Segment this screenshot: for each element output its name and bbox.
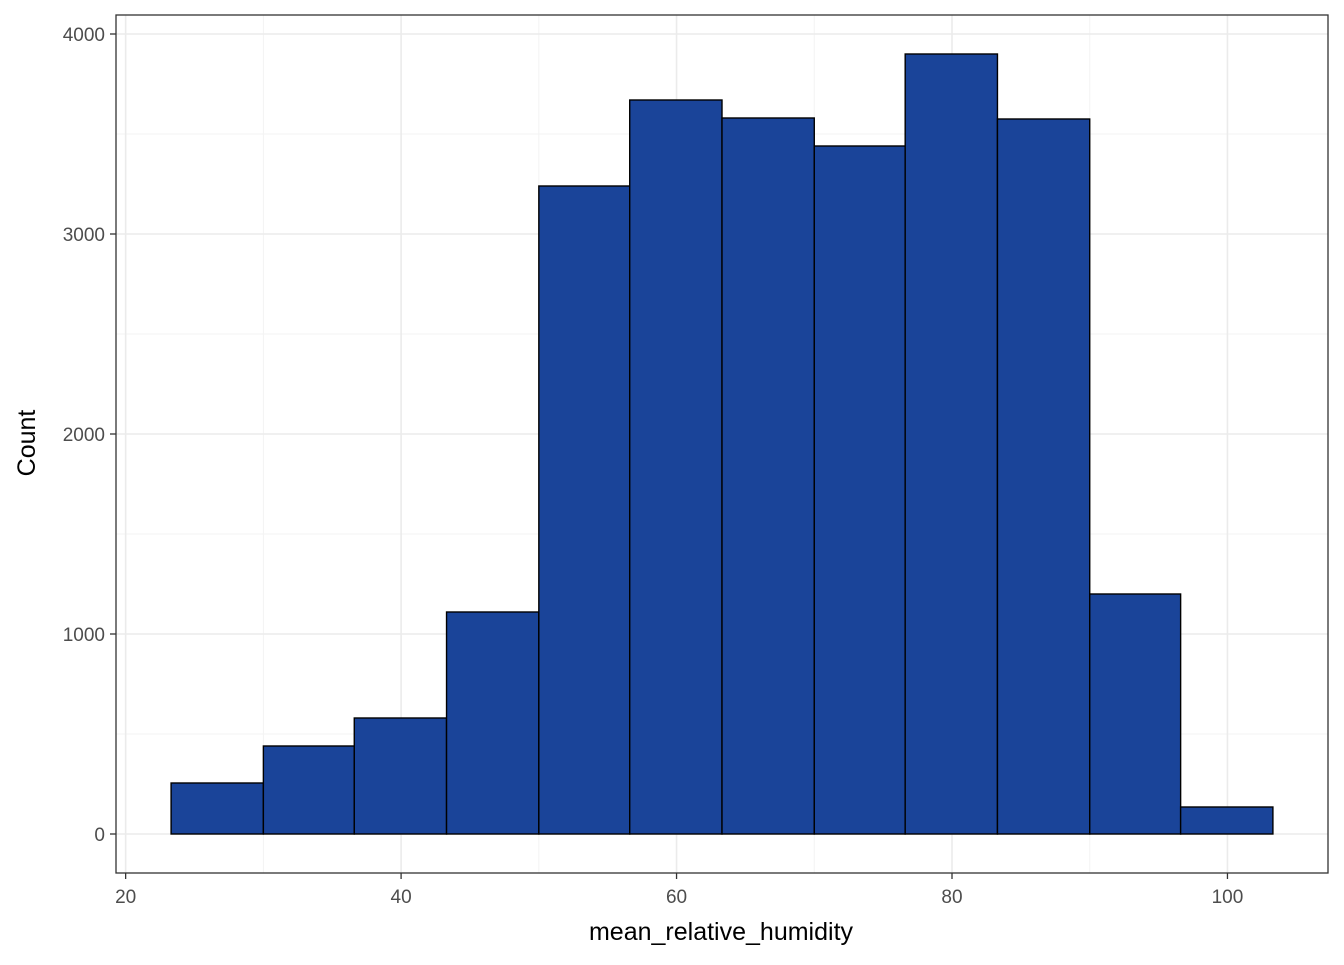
- y-tick-label: 0: [94, 825, 105, 846]
- histogram-bar-8: [904, 53, 999, 835]
- histogram-bar-11: [1179, 806, 1274, 835]
- y-axis: 0 1000 2000 3000 4000: [63, 25, 116, 846]
- histogram-bar-5: [629, 99, 723, 835]
- histogram-bar-3: [445, 611, 540, 835]
- x-tick-label: 20: [115, 887, 136, 908]
- histogram-bar-2: [353, 717, 448, 835]
- histogram-bar-4: [538, 185, 631, 835]
- x-axis-title: mean_relative_humidity: [589, 918, 854, 946]
- y-tick-label: 1000: [63, 625, 105, 646]
- y-tick-label: 4000: [63, 25, 105, 46]
- histogram-bar-0: [170, 782, 265, 835]
- x-tick-label: 100: [1212, 887, 1244, 908]
- bars: [170, 53, 1274, 835]
- x-tick-label: 80: [941, 887, 962, 908]
- y-tick-label: 2000: [63, 425, 105, 446]
- x-tick-label: 40: [391, 887, 412, 908]
- histogram-bar-1: [262, 745, 355, 835]
- x-axis: 20 40 60 80 100: [115, 873, 1243, 908]
- x-tick-label: 60: [666, 887, 687, 908]
- panel-border: [115, 14, 1329, 874]
- histogram-bar-10: [1089, 593, 1182, 835]
- y-axis-title: Count: [13, 410, 41, 477]
- histogram-bar-7: [813, 145, 906, 835]
- histogram-bar-9: [996, 118, 1091, 835]
- histogram-bar-6: [721, 117, 815, 835]
- y-tick-label: 3000: [63, 225, 105, 246]
